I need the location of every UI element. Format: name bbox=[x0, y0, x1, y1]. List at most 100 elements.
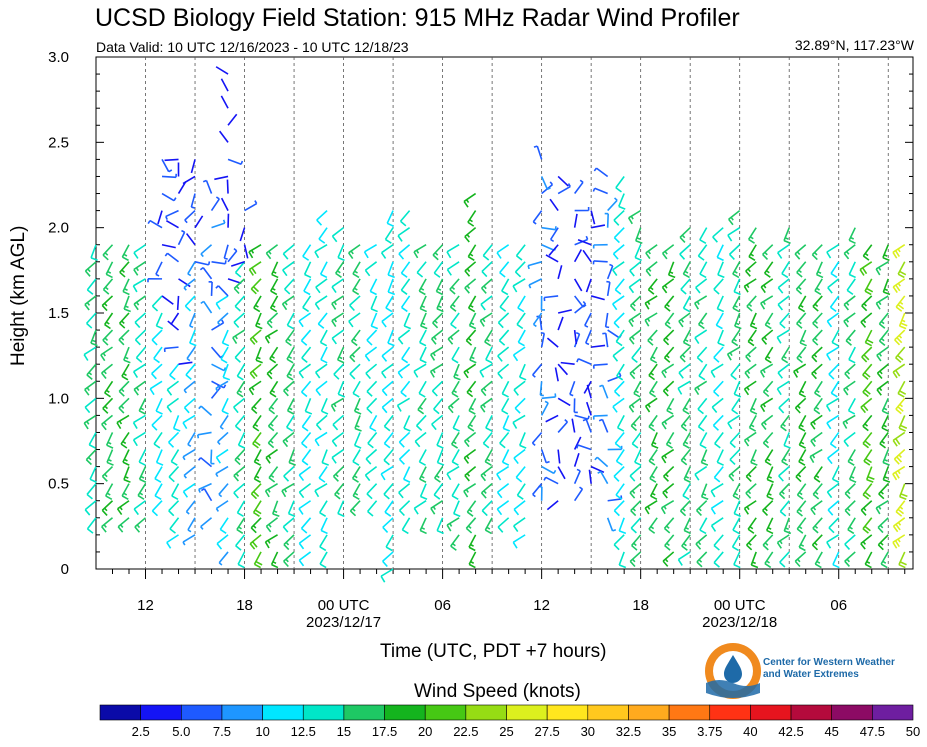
wind-barb-staff bbox=[102, 397, 114, 409]
wind-barb-feather bbox=[233, 287, 240, 295]
wind-barb bbox=[764, 449, 774, 466]
wind-barb bbox=[645, 244, 658, 260]
wind-barb-half-feather bbox=[124, 476, 129, 479]
wind-barb bbox=[105, 261, 114, 279]
wind-barb-staff bbox=[102, 244, 114, 256]
wind-barb-staff bbox=[365, 448, 378, 460]
wind-barb-feather bbox=[627, 217, 633, 225]
wind-barb-staff bbox=[811, 244, 823, 256]
wind-barb-staff bbox=[496, 244, 510, 254]
wind-barb-half-feather bbox=[432, 369, 436, 374]
wind-barb-staff bbox=[577, 239, 592, 246]
wind-barb-staff bbox=[138, 397, 147, 412]
wind-barb-feather bbox=[451, 392, 459, 398]
wind-barb-half-feather bbox=[766, 458, 771, 462]
wind-barb-half-feather bbox=[883, 458, 888, 462]
wind-barb-feather bbox=[512, 541, 518, 549]
wind-barb-feather bbox=[895, 511, 903, 517]
wind-barb-staff bbox=[513, 346, 526, 356]
wind-barb-half-feather bbox=[666, 542, 670, 547]
wind-barb bbox=[726, 346, 741, 361]
wind-barb-feather bbox=[716, 256, 724, 262]
wind-barb-feather bbox=[300, 340, 308, 346]
wind-barb bbox=[680, 414, 691, 432]
wind-barb bbox=[845, 329, 856, 346]
wind-barb-staff bbox=[227, 113, 238, 126]
wind-barb bbox=[121, 363, 130, 381]
wind-barb-staff bbox=[383, 483, 394, 495]
wind-barb-half-feather bbox=[664, 284, 668, 289]
wind-barb-feather bbox=[859, 269, 865, 276]
wind-barb-staff bbox=[282, 244, 295, 255]
wind-barb-staff bbox=[303, 278, 312, 292]
wind-barb bbox=[482, 244, 493, 261]
wind-barb-feather bbox=[699, 529, 707, 535]
wind-barb-staff bbox=[630, 517, 642, 529]
wind-barb-staff bbox=[776, 329, 790, 339]
wind-barb-feather bbox=[793, 371, 799, 378]
wind-barb-staff bbox=[100, 346, 113, 356]
wind-barb-half-feather bbox=[482, 318, 486, 323]
wind-barb bbox=[862, 431, 873, 449]
wind-barb-feather bbox=[385, 307, 393, 313]
wind-barb bbox=[573, 332, 581, 348]
wind-barb-staff bbox=[123, 346, 130, 361]
wind-barb-staff bbox=[446, 517, 460, 526]
wind-barb-half-feather bbox=[287, 338, 291, 342]
wind-barb-half-feather bbox=[549, 181, 554, 186]
wind-barb-staff bbox=[319, 500, 328, 514]
wind-barb-staff bbox=[532, 210, 543, 223]
wind-barb-feather bbox=[783, 239, 791, 245]
wind-barb-staff bbox=[812, 483, 823, 495]
wind-barb-feather bbox=[135, 357, 143, 363]
wind-barb-staff bbox=[464, 431, 477, 442]
wind-barb-half-feather bbox=[434, 252, 439, 256]
wind-barb-feather bbox=[743, 285, 749, 293]
wind-barb-staff bbox=[664, 534, 675, 547]
wind-barb-feather bbox=[743, 507, 750, 515]
wind-barb-staff bbox=[178, 361, 193, 365]
wind-barb-feather bbox=[810, 440, 816, 447]
wind-barb-feather bbox=[320, 358, 328, 364]
wind-barb-staff bbox=[796, 312, 807, 325]
wind-barb-staff bbox=[463, 448, 477, 459]
wind-barb bbox=[697, 312, 708, 330]
wind-barb-feather bbox=[315, 286, 321, 294]
wind-barb-staff bbox=[433, 397, 444, 410]
wind-barb-staff bbox=[554, 367, 559, 382]
wind-barb bbox=[183, 397, 196, 414]
wind-barb-half-feather bbox=[215, 473, 219, 478]
wind-barb-feather bbox=[517, 341, 525, 347]
wind-barb-feather bbox=[252, 370, 258, 378]
wind-barb bbox=[843, 244, 856, 260]
wind-barb bbox=[235, 534, 246, 551]
wind-barb bbox=[451, 449, 460, 466]
wind-barb-staff bbox=[364, 465, 378, 476]
wind-barb bbox=[569, 380, 576, 397]
wind-barb-half-feather bbox=[845, 318, 850, 323]
wind-barb-staff bbox=[369, 278, 378, 292]
wind-barb-feather bbox=[734, 325, 742, 330]
wind-barb-half-feather bbox=[256, 356, 261, 360]
wind-barb bbox=[650, 432, 659, 449]
wind-barb-staff bbox=[161, 295, 174, 305]
wind-barb-staff bbox=[728, 244, 741, 255]
wind-barb bbox=[397, 329, 411, 345]
wind-barb-staff bbox=[843, 380, 856, 390]
wind-barb bbox=[464, 278, 477, 294]
wind-barb-staff bbox=[433, 261, 444, 274]
wind-barb-staff bbox=[449, 278, 460, 290]
wind-barb-staff bbox=[629, 465, 642, 477]
wind-barb-staff bbox=[268, 397, 279, 410]
wind-barb bbox=[612, 397, 625, 413]
wind-barb bbox=[248, 380, 262, 396]
wind-barb-staff bbox=[446, 244, 460, 253]
wind-barb-feather bbox=[86, 528, 94, 534]
wind-barb-staff bbox=[588, 469, 592, 484]
wind-barb-staff bbox=[593, 260, 608, 263]
wind-barb-feather bbox=[810, 423, 816, 430]
colorbar-swatch bbox=[628, 704, 670, 721]
wind-barb-half-feather bbox=[104, 286, 109, 291]
wind-barb-staff bbox=[629, 329, 642, 340]
